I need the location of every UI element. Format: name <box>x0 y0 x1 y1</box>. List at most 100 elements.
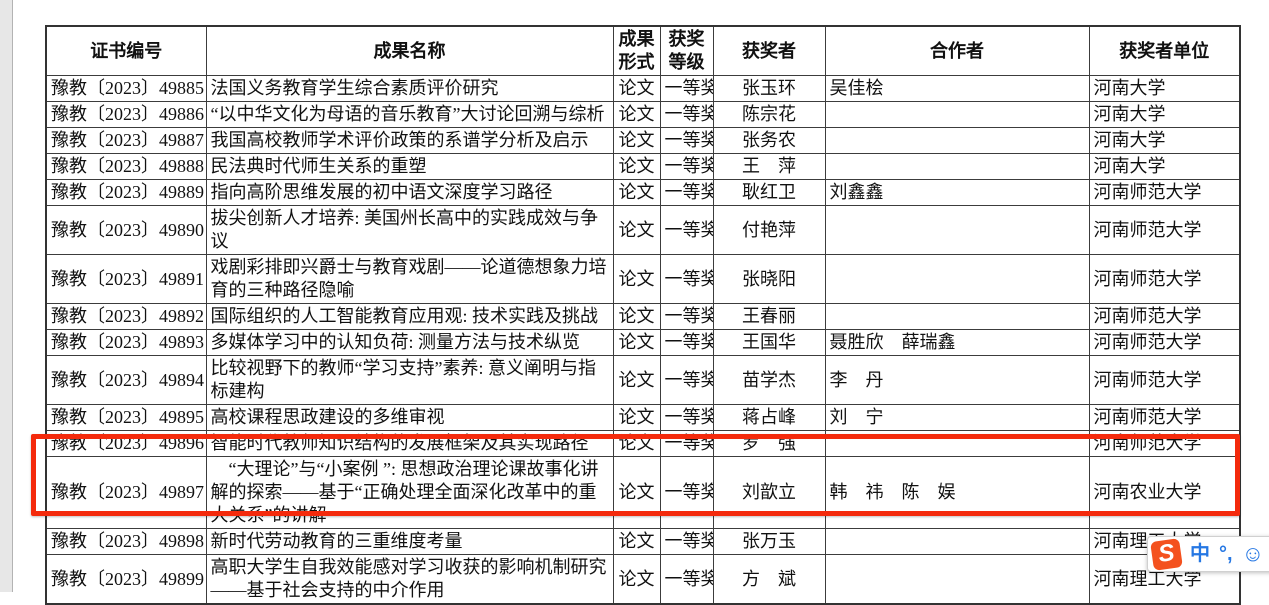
cell-title: 我国高校教师学术评价政策的系谱学分析及启示 <box>205 127 614 154</box>
table-row: 豫教〔2023〕49885法国义务教育学生综合素质评价研究论文一等奖张玉环吴佳桧… <box>45 75 1241 102</box>
cell-form: 论文 <box>612 153 661 180</box>
cell-cert: 豫教〔2023〕49890 <box>45 205 207 255</box>
cell-winner: 张玉环 <box>712 75 826 102</box>
cell-cert: 豫教〔2023〕49887 <box>45 127 207 154</box>
cell-unit: 河南大学 <box>1088 75 1241 102</box>
cell-form: 论文 <box>612 101 661 128</box>
cell-collab <box>824 430 1090 457</box>
cell-winner: 陈宗花 <box>712 101 826 128</box>
cell-cert: 豫教〔2023〕49888 <box>45 153 207 180</box>
cell-form: 论文 <box>612 355 661 405</box>
cell-unit: 河南大学 <box>1088 153 1241 180</box>
cell-unit: 河南农业大学 <box>1088 456 1241 529</box>
sogou-logo-icon[interactable]: S <box>1150 537 1183 571</box>
cell-collab: 刘鑫鑫 <box>824 179 1090 206</box>
cell-unit: 河南师范大学 <box>1088 430 1241 457</box>
cell-unit: 河南师范大学 <box>1088 179 1241 206</box>
cell-cert: 豫教〔2023〕49889 <box>45 179 207 206</box>
cell-title: 指向高阶思维发展的初中语文深度学习路径 <box>205 179 614 206</box>
cell-winner: 王春丽 <box>712 303 826 330</box>
cell-collab: 李 丹 <box>824 355 1090 405</box>
cell-collab <box>824 101 1090 128</box>
punctuation-mode-icon[interactable]: °, <box>1219 543 1233 565</box>
cell-award: 一等奖 <box>659 404 714 431</box>
cell-award: 一等奖 <box>659 554 714 605</box>
cell-form: 论文 <box>612 528 661 555</box>
cell-award: 一等奖 <box>659 179 714 206</box>
cell-winner: 王 萍 <box>712 153 826 180</box>
cell-winner: 王国华 <box>712 329 826 356</box>
cell-unit: 河南师范大学 <box>1088 205 1241 255</box>
cell-winner: 张晓阳 <box>712 254 826 304</box>
chinese-mode-icon[interactable]: 中 <box>1190 543 1210 565</box>
cell-winner: 方 斌 <box>712 554 826 605</box>
cell-award: 一等奖 <box>659 303 714 330</box>
cell-title: “以中华文化为母语的音乐教育”大讨论回溯与综析 <box>205 101 614 128</box>
cell-award: 一等奖 <box>659 456 714 529</box>
cell-unit: 河南师范大学 <box>1088 303 1241 330</box>
cell-title: 国际组织的人工智能教育应用观: 技术实践及挑战 <box>205 303 614 330</box>
cell-title: 智能时代教师知识结构的发展框架及其实现路径 <box>205 430 614 457</box>
table-row: 豫教〔2023〕49894 比较视野下的教师“学习支持”素养: 意义阐明与指标建构… <box>45 355 1241 405</box>
cell-collab: 韩 祎 陈 娱 <box>824 456 1090 529</box>
cell-title: 戏剧彩排即兴爵士与教育戏剧——论道德想象力培育的三种路径隐喻 <box>205 254 614 304</box>
cell-collab <box>824 528 1090 555</box>
table-row: 豫教〔2023〕49887我国高校教师学术评价政策的系谱学分析及启示论文一等奖张… <box>45 127 1241 154</box>
cell-form: 论文 <box>612 404 661 431</box>
table-row: 豫教〔2023〕49892 国际组织的人工智能教育应用观: 技术实践及挑战 论文 一等… <box>45 303 1241 330</box>
table-row: 豫教〔2023〕49895高校课程思政建设的多维审视论文一等奖蒋占峰刘 宁河南师… <box>45 404 1241 431</box>
cell-cert: 豫教〔2023〕49899 <box>45 554 207 605</box>
awards-table: 证书编号 成果名称 成果形式 获奖等级 获奖者 合作者 获奖者单位 豫教〔2023〕4988… <box>45 25 1241 605</box>
cell-cert: 豫教〔2023〕49897 <box>45 456 207 529</box>
cell-unit: 河南师范大学 <box>1088 355 1241 405</box>
cell-award: 一等奖 <box>659 75 714 102</box>
table-row: 豫教〔2023〕49897 “大理论”与“小案例 ”: 思想政治理论课故事化讲解… <box>45 456 1241 529</box>
cell-collab: 吴佳桧 <box>824 75 1090 102</box>
cell-winner: 蒋占峰 <box>712 404 826 431</box>
cell-form: 论文 <box>612 127 661 154</box>
emoji-icon[interactable]: ☺ <box>1241 541 1265 566</box>
cell-award: 一等奖 <box>659 153 714 180</box>
cell-collab: 刘 宁 <box>824 404 1090 431</box>
cell-cert: 豫教〔2023〕49894 <box>45 355 207 405</box>
column-header-4: 获奖者 <box>712 25 826 76</box>
cell-winner: 刘歆立 <box>712 456 826 529</box>
cell-cert: 豫教〔2023〕49898 <box>45 528 207 555</box>
table-row: 豫教〔2023〕49886 “以中华文化为母语的音乐教育”大讨论回溯与综析 论文 一等… <box>45 101 1241 128</box>
cell-collab <box>824 554 1090 605</box>
cell-form: 论文 <box>612 554 661 605</box>
cell-collab <box>824 153 1090 180</box>
table-row: 豫教〔2023〕49889指向高阶思维发展的初中语文深度学习路径论文一等奖耿红卫… <box>45 179 1241 206</box>
cell-award: 一等奖 <box>659 205 714 255</box>
cell-winner: 耿红卫 <box>712 179 826 206</box>
cell-award: 一等奖 <box>659 355 714 405</box>
column-header-3: 获奖等级 <box>659 25 714 76</box>
cell-collab <box>824 127 1090 154</box>
column-header-1: 成果名称 <box>205 25 614 76</box>
cell-title: 高职大学生自我效能感对学习收获的影响机制研究——基于社会支持的中介作用 <box>205 554 614 605</box>
cell-cert: 豫教〔2023〕49896 <box>45 430 207 457</box>
cell-form: 论文 <box>612 456 661 529</box>
cell-collab <box>824 254 1090 304</box>
column-header-5: 合作者 <box>824 25 1090 76</box>
cell-unit: 河南大学 <box>1088 101 1241 128</box>
cell-winner: 苗学杰 <box>712 355 826 405</box>
cell-collab: 聂胜欣 薛瑞鑫 <box>824 329 1090 356</box>
cell-award: 一等奖 <box>659 528 714 555</box>
cell-title: “大理论”与“小案例 ”: 思想政治理论课故事化讲解的探索——基于“正确处理全面… <box>205 456 614 529</box>
cell-winner: 付艳萍 <box>712 205 826 255</box>
cell-cert: 豫教〔2023〕49893 <box>45 329 207 356</box>
cell-form: 论文 <box>612 75 661 102</box>
cell-cert: 豫教〔2023〕49895 <box>45 404 207 431</box>
ime-toolbar[interactable]: S 中 °, ☺ <box>1147 536 1269 572</box>
cell-form: 论文 <box>612 303 661 330</box>
cell-cert: 豫教〔2023〕49892 <box>45 303 207 330</box>
table-body: 豫教〔2023〕49885法国义务教育学生综合素质评价研究论文一等奖张玉环吴佳桧… <box>45 75 1241 605</box>
cell-title: 法国义务教育学生综合素质评价研究 <box>205 75 614 102</box>
table-row: 豫教〔2023〕49891 戏剧彩排即兴爵士与教育戏剧——论道德想象力培育的三种路… <box>45 254 1241 304</box>
cell-cert: 豫教〔2023〕49891 <box>45 254 207 304</box>
table-row: 豫教〔2023〕49890 拔尖创新人才培养: 美国州长高中的实践成效与争议 论文一… <box>45 205 1241 255</box>
cell-collab <box>824 205 1090 255</box>
cell-form: 论文 <box>612 205 661 255</box>
cell-form: 论文 <box>612 329 661 356</box>
